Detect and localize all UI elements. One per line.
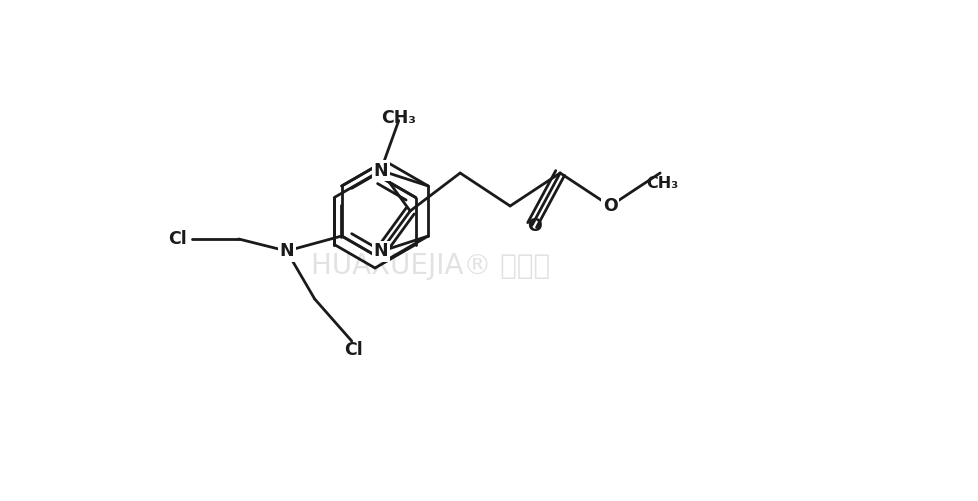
Text: N: N [373, 242, 387, 261]
Text: N: N [373, 161, 387, 179]
Text: N: N [279, 242, 293, 260]
Text: O: O [526, 217, 541, 235]
Text: HUAXUEJIA® 化学加: HUAXUEJIA® 化学加 [311, 252, 550, 280]
Text: Cl: Cl [344, 341, 363, 359]
Text: Cl: Cl [168, 230, 187, 248]
Text: CH₃: CH₃ [380, 109, 416, 127]
Text: CH₃: CH₃ [645, 176, 678, 191]
Text: O: O [602, 197, 617, 215]
